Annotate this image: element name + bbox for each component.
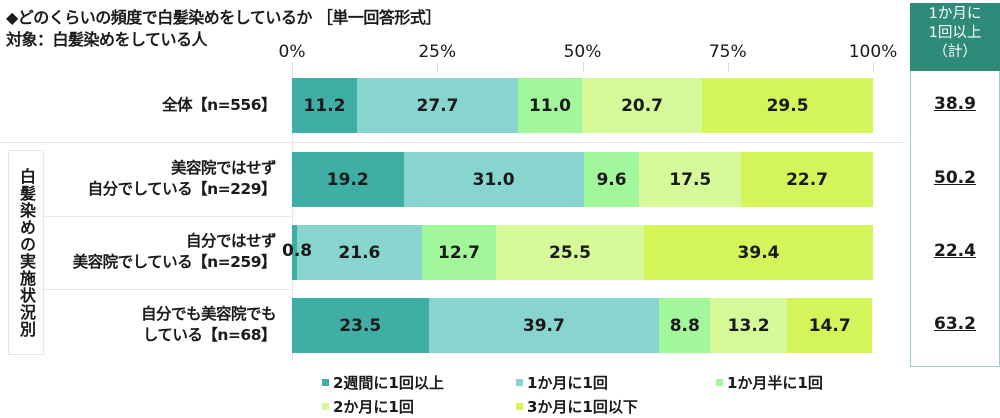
data-label: 19.2 xyxy=(326,169,369,190)
legend-item: 2か月に1回 xyxy=(322,396,414,417)
data-label: 27.7 xyxy=(416,95,459,116)
summary-header-line: 1か月に xyxy=(928,6,982,22)
bar-segment: 8.8 xyxy=(659,298,711,353)
bar-segment: 14.7 xyxy=(787,298,873,353)
bar-segment: 31.0 xyxy=(403,152,584,207)
bar-segment: 13.2 xyxy=(710,298,787,353)
y-axis xyxy=(292,70,293,360)
category-label-line: 自分でしている【n=229】 xyxy=(87,180,277,198)
legend-swatch xyxy=(516,379,523,386)
legend-item: 1か月に1回 xyxy=(516,372,608,393)
data-label: 20.7 xyxy=(621,95,664,116)
data-label: 0.8 xyxy=(282,241,313,261)
category-label-line: 美容院でしている【n=259】 xyxy=(72,253,277,271)
gridline xyxy=(727,62,729,72)
bar-segment: 25.5 xyxy=(495,225,645,280)
summary-value: 22.4 xyxy=(934,241,976,261)
gridline xyxy=(292,62,293,72)
data-label: 22.7 xyxy=(786,169,829,190)
x-tick-label: 100% xyxy=(848,42,898,62)
bar-segment: 29.5 xyxy=(702,78,873,133)
chart-subtitle: 対象：白髪染めをしている人 xyxy=(6,30,208,49)
legend-item: 1か月半に1回 xyxy=(716,372,823,393)
category-label-line: している【n=68】 xyxy=(142,326,277,344)
bar-segment: 17.5 xyxy=(639,152,742,207)
category-label-line: 全体【n=556】 xyxy=(162,95,276,114)
bar-segment: 12.7 xyxy=(422,225,496,280)
bar-segment: 11.2 xyxy=(292,78,358,133)
data-label: 8.8 xyxy=(669,315,700,336)
data-label: 21.6 xyxy=(338,242,381,263)
legend-label: 3か月に1回以下 xyxy=(527,398,638,416)
row-separator xyxy=(0,142,905,143)
data-label: 14.7 xyxy=(808,315,851,336)
category-label: 自分ではせず美容院でしている【n=259】 xyxy=(72,231,277,273)
legend-swatch xyxy=(716,379,723,386)
category-label-line: 自分ではせず xyxy=(185,232,277,250)
data-label: 12.7 xyxy=(438,242,480,263)
bar-segment: 9.6 xyxy=(583,152,640,207)
row-separator xyxy=(42,289,292,290)
data-label: 11.2 xyxy=(303,95,346,116)
gridline xyxy=(582,62,584,72)
data-label: 17.5 xyxy=(669,169,712,190)
bar-segment: 23.5 xyxy=(292,298,429,353)
legend-label: 2週間に1回以上 xyxy=(333,374,444,392)
group-label: 白髪染めの実施状況別 xyxy=(17,167,36,338)
x-tick-label: 50% xyxy=(563,42,602,62)
gridline xyxy=(437,62,439,72)
summary-value: 63.2 xyxy=(934,314,976,334)
summary-header-line: 1回以上 xyxy=(928,25,982,41)
bar-segment: 20.7 xyxy=(581,78,703,133)
legend-label: 1か月に1回 xyxy=(527,374,608,392)
chart-title: ◆どのくらいの頻度で白髪染めをしているか ［単一回答形式］ xyxy=(6,8,441,27)
group-label-box: 白髪染めの実施状況別 xyxy=(8,150,44,355)
data-label: 13.2 xyxy=(727,315,770,336)
bar-segment: 21.6 xyxy=(296,225,423,280)
summary-value: 50.2 xyxy=(934,168,976,188)
summary-header: 1か月に 1回以上 （計） xyxy=(910,3,1000,71)
x-tick-label: 75% xyxy=(708,42,747,62)
bar-segment: 39.4 xyxy=(644,225,873,280)
data-label: 31.0 xyxy=(472,169,515,190)
legend-swatch xyxy=(322,403,329,410)
bar-segment: 11.0 xyxy=(518,78,582,133)
legend-label: 2か月に1回 xyxy=(333,398,414,416)
data-label: 39.7 xyxy=(522,315,565,336)
data-label: 39.4 xyxy=(737,242,780,263)
x-tick-label: 0% xyxy=(278,42,306,62)
data-label: 25.5 xyxy=(549,242,591,263)
data-label: 29.5 xyxy=(766,95,809,116)
legend-swatch xyxy=(516,403,523,410)
bar-segment: 19.2 xyxy=(292,152,404,207)
category-label: 美容院ではせず自分でしている【n=229】 xyxy=(87,158,277,200)
bar-segment: 22.7 xyxy=(741,152,873,207)
row-separator xyxy=(42,216,292,217)
bar-segment: 39.7 xyxy=(428,298,660,353)
category-label: 自分でも美容院でも している【n=68】 xyxy=(140,304,277,346)
x-tick-label: 25% xyxy=(418,42,457,62)
summary-header-line: （計） xyxy=(933,44,977,60)
category-label: 全体【n=556】 xyxy=(162,95,276,116)
legend-item: 2週間に1回以上 xyxy=(322,372,444,393)
legend-swatch xyxy=(322,379,329,386)
gridline xyxy=(873,62,874,72)
bar-segment: 27.7 xyxy=(357,78,518,133)
category-label-line: 自分でも美容院でも xyxy=(140,305,277,323)
data-label: 11.0 xyxy=(528,95,571,116)
category-label-line: 美容院ではせず xyxy=(170,159,277,177)
bar-segment xyxy=(292,225,297,280)
summary-value: 38.9 xyxy=(934,94,976,114)
legend-label: 1か月半に1回 xyxy=(727,374,823,392)
data-label: 23.5 xyxy=(339,315,382,336)
data-label: 9.6 xyxy=(596,169,627,190)
legend-item: 3か月に1回以下 xyxy=(516,396,638,417)
